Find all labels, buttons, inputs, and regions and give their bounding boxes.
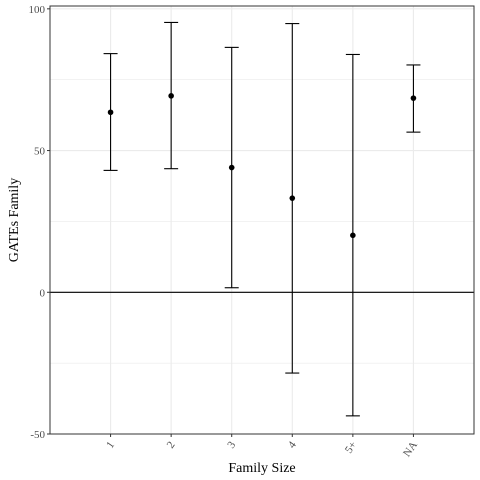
x-tick-label-2: 2: [165, 439, 178, 450]
y-tick-label: 50: [34, 146, 46, 158]
estimate-point-2: [168, 93, 174, 99]
error-bars: [103, 21, 421, 417]
y-tick-label: 0: [40, 287, 46, 299]
y-tick-label: -50: [30, 429, 45, 441]
x-tick-label-NA: NA: [401, 439, 420, 459]
estimate-point-5+: [350, 232, 356, 239]
estimate-point-3: [228, 164, 235, 171]
x-axis-title: Family Size: [228, 461, 295, 476]
estimate-point-NA: [410, 95, 417, 101]
x-tick-label-5+: 5+: [343, 439, 360, 455]
panel-border: [49, 5, 475, 435]
x-tick-label-1: 1: [104, 439, 117, 450]
x-tick-label-3: 3: [225, 439, 238, 451]
axis-ticks: -50 0 50 100 1 2 3 4 5+ NA: [29, 4, 420, 459]
estimate-points: [107, 93, 417, 239]
estimate-point-4: [289, 195, 296, 201]
y-axis-title: GATEs Family: [7, 178, 22, 262]
grid: [50, 6, 474, 435]
x-tick-label-4: 4: [286, 439, 299, 451]
estimate-point-1: [107, 109, 114, 116]
y-tick-label: 100: [29, 4, 46, 16]
